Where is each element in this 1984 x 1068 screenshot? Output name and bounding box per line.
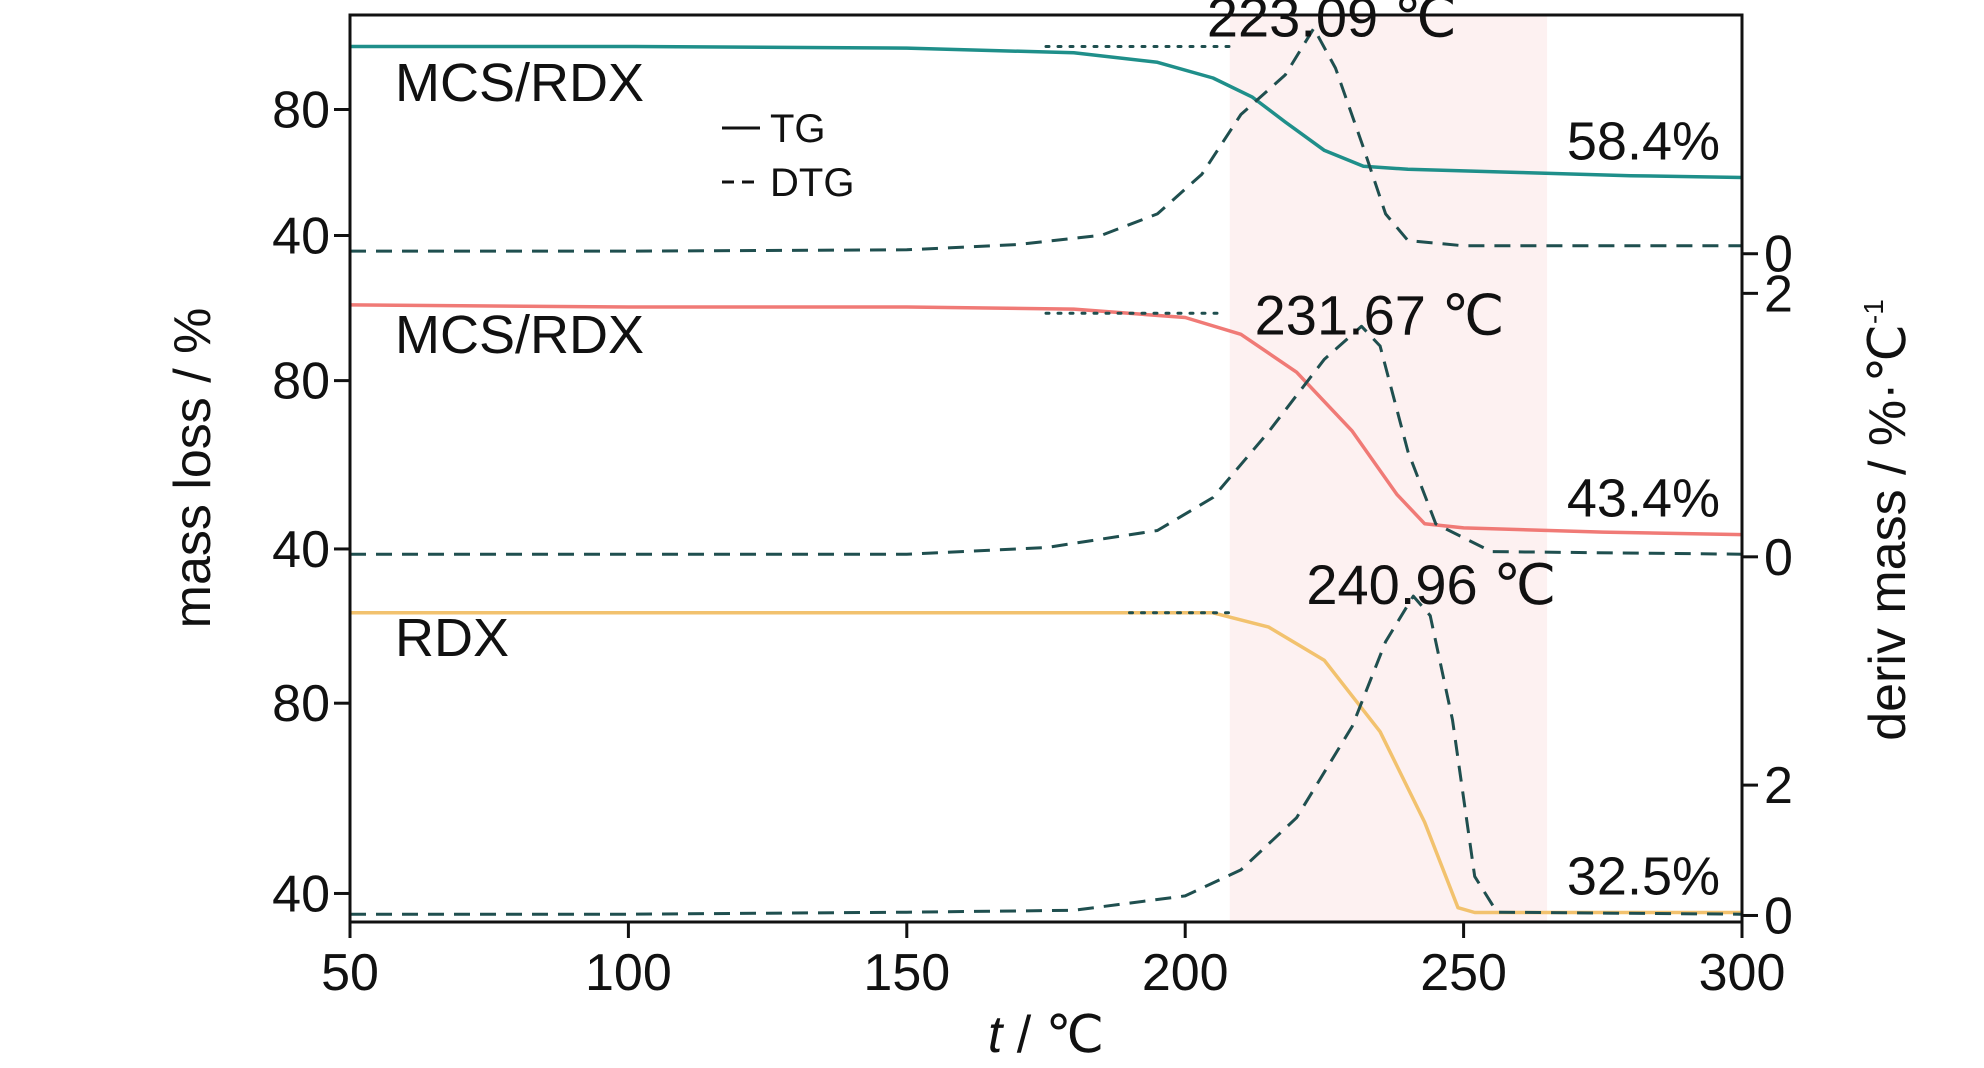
dtg-curve-middle [350,324,1743,556]
right-tick-label-middle: 2 [1764,265,1793,323]
final-mass-label-bottom: 32.5% [1567,846,1720,906]
left-tick-label-top: 40 [272,208,330,266]
right-tick-label-middle: 0 [1764,529,1793,587]
x-axis-title: t / ℃ [988,1006,1104,1063]
y-axis-title-right-main: deriv mass / %·℃ [1859,324,1917,741]
x-tick-label: 50 [321,944,379,1002]
tg-curve-top [350,44,1743,180]
dtg-curve-top [350,26,1742,253]
final-mass-label-middle: 43.4% [1567,469,1720,529]
right-tick-label-top: 0 [1764,226,1793,284]
peak-temp-label-top: 223.09 ℃ [1207,0,1457,48]
left-tick-label-bottom: 80 [272,675,330,733]
series-label-bottom: RDX [395,608,509,668]
left-tick-label-bottom: 40 [272,865,330,923]
tg-curve-bottom [350,611,1742,915]
x-tick-label: 200 [1142,944,1229,1002]
right-tick-label-bottom: 0 [1764,887,1793,945]
plot-frame [348,13,1744,924]
left-tick-label-middle: 40 [272,521,330,579]
legend: TG DTG [722,107,854,205]
x-axis-unit: / ℃ [1002,1006,1104,1063]
series-label-middle: MCS/RDX [395,305,644,365]
dtg-curve-bottom [350,594,1743,916]
right-tick-label-bottom: 2 [1764,757,1793,815]
highlight-region [1229,15,1548,922]
y-axis-title-right: deriv mass / %·℃-1 [1858,299,1917,741]
x-tick-label: 300 [1699,944,1786,1002]
y-axis-title-right-sup: -1 [1858,299,1889,324]
peak-temp-label-middle: 231.67 ℃ [1255,283,1505,346]
x-tick-label: 100 [585,944,672,1002]
peak-temp-label-bottom: 240.96 ℃ [1306,553,1556,616]
x-axis-variable: t [988,1006,1005,1063]
x-tick-label: 150 [863,944,950,1002]
legend-tg-label: TG [770,107,826,151]
series-label-top: MCS/RDX [395,53,644,113]
x-tick-label: 250 [1420,944,1507,1002]
left-tick-label-top: 80 [272,82,330,140]
tg-curve-middle [349,303,1743,537]
left-tick-label-middle: 80 [272,353,330,411]
legend-dtg-label: DTG [770,161,854,205]
final-mass-label-top: 58.4% [1567,112,1720,172]
y-axis-title-left: mass loss / % [164,308,222,629]
